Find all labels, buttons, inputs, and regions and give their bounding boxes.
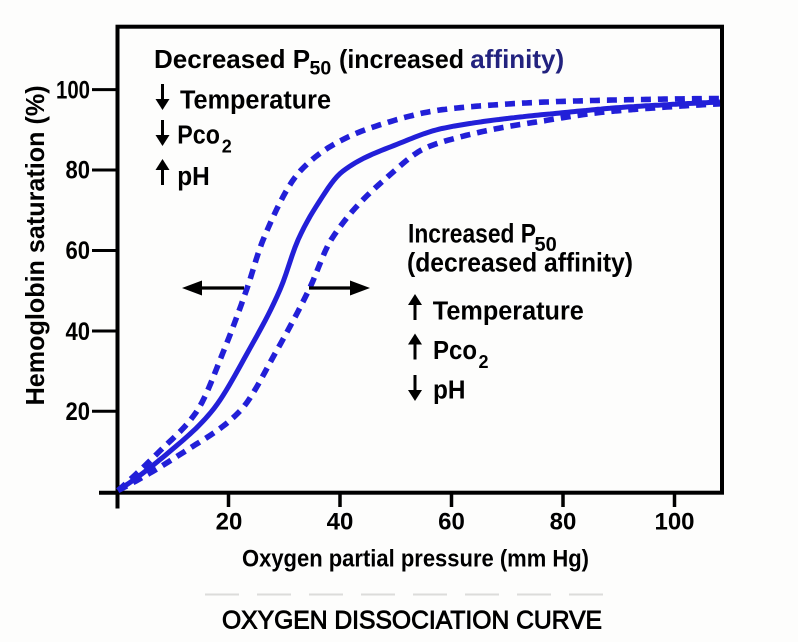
svg-text:20: 20 — [216, 509, 243, 536]
svg-text:40: 40 — [66, 318, 91, 346]
svg-text:20: 20 — [66, 398, 91, 426]
svg-text:Temperature: Temperature — [433, 298, 584, 326]
svg-text:Oxygen partial pressure (mm Hg: Oxygen partial pressure (mm Hg) — [242, 546, 589, 573]
svg-text:(increased: (increased — [339, 44, 464, 74]
svg-text:(decreased affinity): (decreased affinity) — [407, 248, 633, 278]
svg-text:Decreased P: Decreased P — [154, 44, 310, 74]
svg-text:50: 50 — [310, 58, 332, 80]
svg-text:OXYGEN DISSOCIATION CURVE: OXYGEN DISSOCIATION CURVE — [222, 607, 602, 635]
svg-text:80: 80 — [66, 157, 91, 185]
svg-text:affinity): affinity) — [470, 44, 564, 74]
svg-text:2: 2 — [479, 352, 489, 372]
svg-text:60: 60 — [438, 509, 465, 536]
svg-text:Pco: Pco — [177, 121, 220, 149]
svg-text:50: 50 — [535, 234, 557, 256]
svg-text:pH: pH — [177, 163, 210, 191]
svg-text:Temperature: Temperature — [180, 86, 331, 114]
svg-text:Pco: Pco — [433, 337, 477, 365]
svg-text:Hemoglobin saturation (%): Hemoglobin saturation (%) — [20, 85, 50, 405]
svg-text:100: 100 — [56, 76, 90, 104]
svg-text:100: 100 — [654, 509, 694, 536]
svg-text:60: 60 — [66, 237, 91, 265]
svg-text:Increased P: Increased P — [408, 218, 536, 248]
svg-text:80: 80 — [550, 509, 577, 536]
svg-text:40: 40 — [327, 509, 354, 536]
svg-text:2: 2 — [222, 137, 232, 157]
svg-text:pH: pH — [433, 376, 466, 404]
